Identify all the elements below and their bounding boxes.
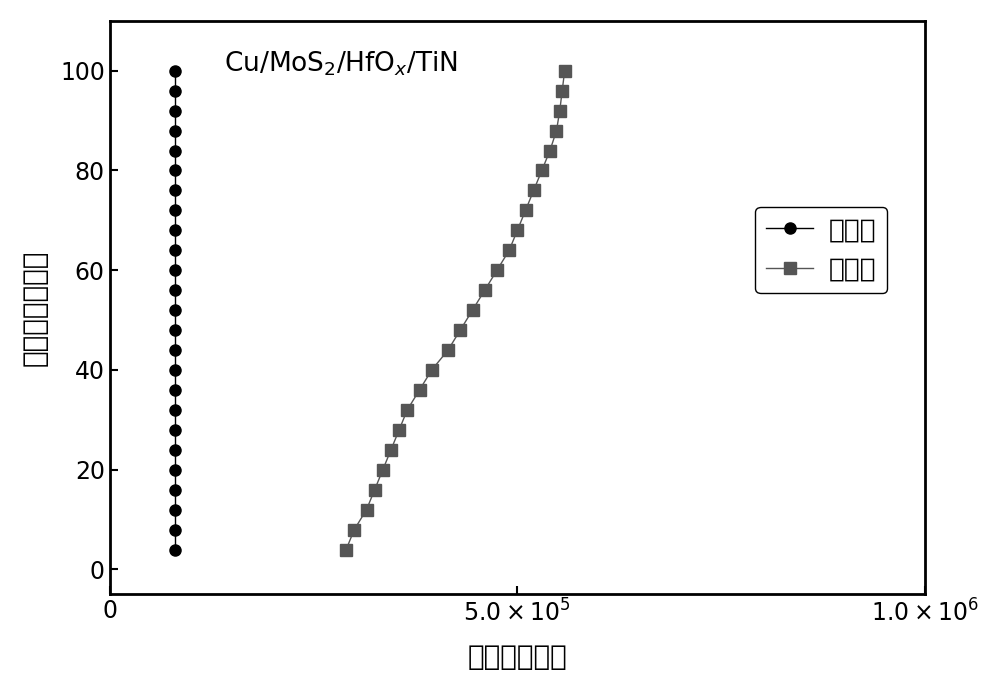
Y-axis label: 累积概率（％）: 累积概率（％）	[21, 249, 49, 366]
X-axis label: 电阱（欧姆）: 电阱（欧姆）	[467, 643, 567, 671]
Legend: 低阔态, 高阔态: 低阔态, 高阔态	[755, 207, 887, 293]
Text: Cu/MoS$_2$/HfO$_x$/TiN: Cu/MoS$_2$/HfO$_x$/TiN	[224, 50, 458, 78]
